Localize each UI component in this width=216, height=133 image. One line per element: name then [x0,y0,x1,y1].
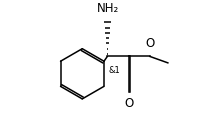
Text: O: O [145,37,154,50]
Text: &1: &1 [109,66,121,75]
Text: NH₂: NH₂ [97,2,119,15]
Text: O: O [125,97,134,110]
